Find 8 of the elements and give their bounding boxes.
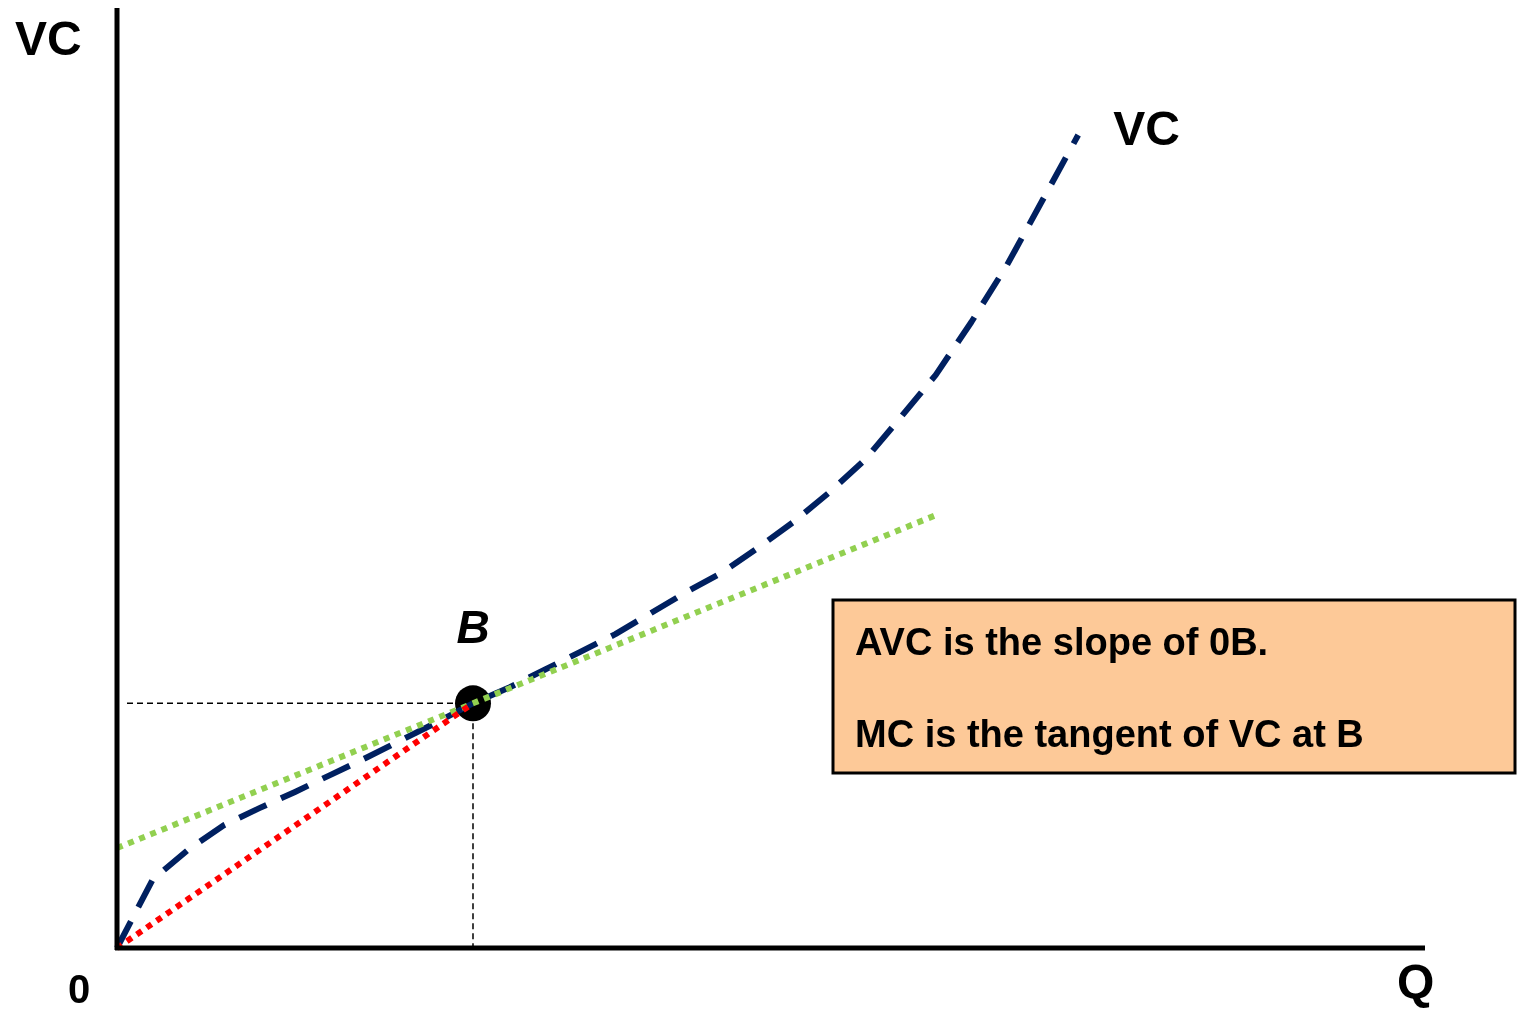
y-axis-title: VC [15, 12, 82, 65]
note-box: AVC is the slope of 0B. MC is the tangent of VC at B [831, 598, 1517, 775]
text: 0 [68, 967, 91, 1011]
series-label: VC [1113, 102, 1180, 155]
annotation: AVC is the slope of 0B. [855, 621, 1269, 663]
x-axis-title: Q [1397, 955, 1435, 1008]
annotation: MC is the tangent of VC at B [855, 713, 1364, 755]
annotation: B [456, 601, 490, 654]
